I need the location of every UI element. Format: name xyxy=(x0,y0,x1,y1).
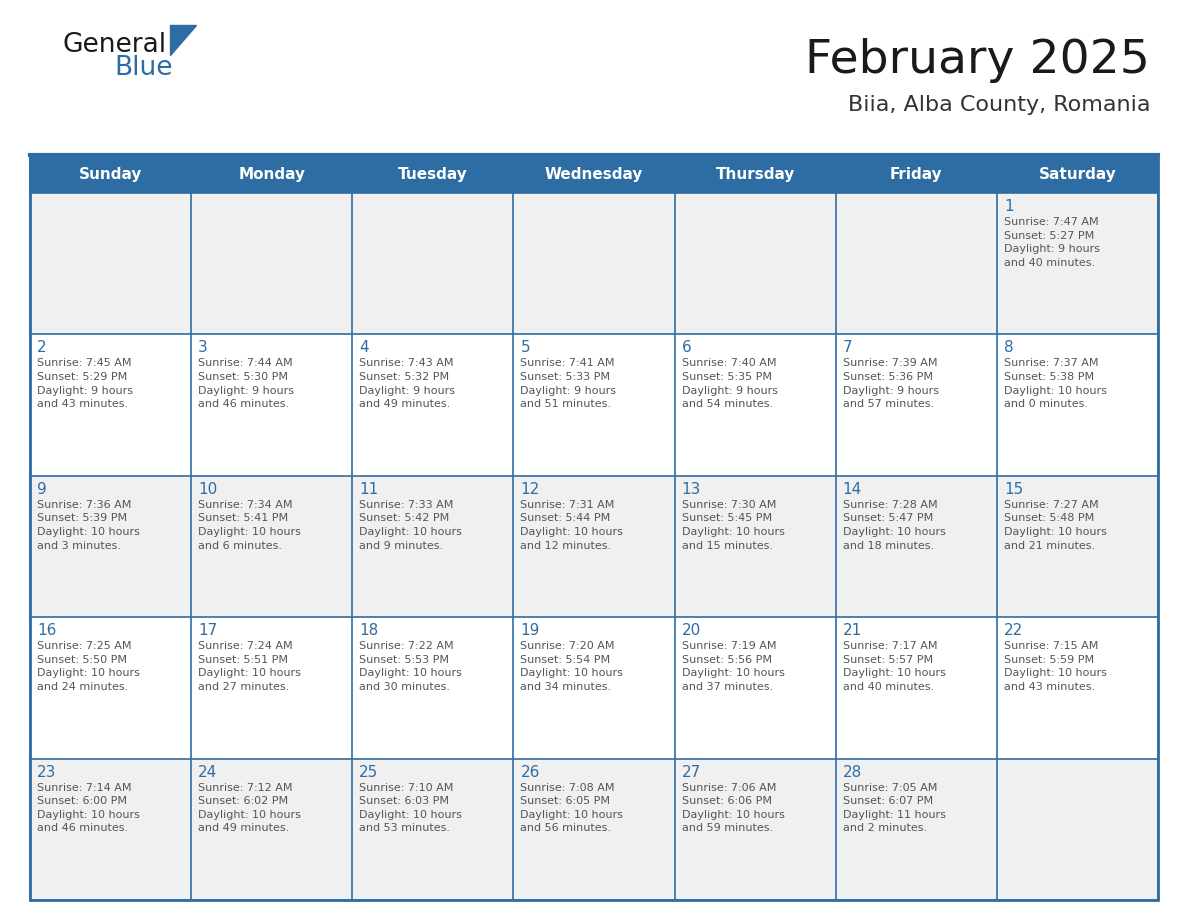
Text: Sunrise: 7:15 AM
Sunset: 5:59 PM
Daylight: 10 hours
and 43 minutes.: Sunrise: 7:15 AM Sunset: 5:59 PM Dayligh… xyxy=(1004,641,1107,692)
Polygon shape xyxy=(170,25,196,55)
Text: 17: 17 xyxy=(198,623,217,638)
Text: Sunrise: 7:20 AM
Sunset: 5:54 PM
Daylight: 10 hours
and 34 minutes.: Sunrise: 7:20 AM Sunset: 5:54 PM Dayligh… xyxy=(520,641,624,692)
Text: Sunday: Sunday xyxy=(78,166,143,182)
Text: 28: 28 xyxy=(842,765,862,779)
Text: Sunrise: 7:43 AM
Sunset: 5:32 PM
Daylight: 9 hours
and 49 minutes.: Sunrise: 7:43 AM Sunset: 5:32 PM Dayligh… xyxy=(359,358,455,409)
Bar xyxy=(30,758,1158,900)
Text: 8: 8 xyxy=(1004,341,1013,355)
Bar xyxy=(30,476,1158,617)
Text: Sunrise: 7:39 AM
Sunset: 5:36 PM
Daylight: 9 hours
and 57 minutes.: Sunrise: 7:39 AM Sunset: 5:36 PM Dayligh… xyxy=(842,358,939,409)
Text: 11: 11 xyxy=(359,482,379,497)
Bar xyxy=(30,155,1158,193)
Text: 6: 6 xyxy=(682,341,691,355)
Text: 25: 25 xyxy=(359,765,379,779)
Text: 1: 1 xyxy=(1004,199,1013,214)
Text: Saturday: Saturday xyxy=(1038,166,1117,182)
Text: Sunrise: 7:05 AM
Sunset: 6:07 PM
Daylight: 11 hours
and 2 minutes.: Sunrise: 7:05 AM Sunset: 6:07 PM Dayligh… xyxy=(842,783,946,834)
Text: Sunrise: 7:33 AM
Sunset: 5:42 PM
Daylight: 10 hours
and 9 minutes.: Sunrise: 7:33 AM Sunset: 5:42 PM Dayligh… xyxy=(359,499,462,551)
Text: Sunrise: 7:28 AM
Sunset: 5:47 PM
Daylight: 10 hours
and 18 minutes.: Sunrise: 7:28 AM Sunset: 5:47 PM Dayligh… xyxy=(842,499,946,551)
Text: 2: 2 xyxy=(37,341,46,355)
Text: 27: 27 xyxy=(682,765,701,779)
Text: Tuesday: Tuesday xyxy=(398,166,468,182)
Text: Sunrise: 7:40 AM
Sunset: 5:35 PM
Daylight: 9 hours
and 54 minutes.: Sunrise: 7:40 AM Sunset: 5:35 PM Dayligh… xyxy=(682,358,778,409)
Text: 4: 4 xyxy=(359,341,369,355)
Text: 12: 12 xyxy=(520,482,539,497)
Text: 5: 5 xyxy=(520,341,530,355)
Text: Sunrise: 7:12 AM
Sunset: 6:02 PM
Daylight: 10 hours
and 49 minutes.: Sunrise: 7:12 AM Sunset: 6:02 PM Dayligh… xyxy=(198,783,301,834)
Text: 3: 3 xyxy=(198,341,208,355)
Text: Sunrise: 7:24 AM
Sunset: 5:51 PM
Daylight: 10 hours
and 27 minutes.: Sunrise: 7:24 AM Sunset: 5:51 PM Dayligh… xyxy=(198,641,301,692)
Text: 21: 21 xyxy=(842,623,862,638)
Text: 10: 10 xyxy=(198,482,217,497)
Text: 19: 19 xyxy=(520,623,539,638)
Bar xyxy=(30,617,1158,758)
Text: 14: 14 xyxy=(842,482,862,497)
Text: General: General xyxy=(62,32,166,58)
Text: Sunrise: 7:10 AM
Sunset: 6:03 PM
Daylight: 10 hours
and 53 minutes.: Sunrise: 7:10 AM Sunset: 6:03 PM Dayligh… xyxy=(359,783,462,834)
Text: 18: 18 xyxy=(359,623,379,638)
Text: 20: 20 xyxy=(682,623,701,638)
Text: 23: 23 xyxy=(37,765,56,779)
Text: February 2025: February 2025 xyxy=(805,38,1150,83)
Text: 26: 26 xyxy=(520,765,539,779)
Text: Sunrise: 7:22 AM
Sunset: 5:53 PM
Daylight: 10 hours
and 30 minutes.: Sunrise: 7:22 AM Sunset: 5:53 PM Dayligh… xyxy=(359,641,462,692)
Text: Sunrise: 7:06 AM
Sunset: 6:06 PM
Daylight: 10 hours
and 59 minutes.: Sunrise: 7:06 AM Sunset: 6:06 PM Dayligh… xyxy=(682,783,784,834)
Text: 13: 13 xyxy=(682,482,701,497)
Text: Sunrise: 7:44 AM
Sunset: 5:30 PM
Daylight: 9 hours
and 46 minutes.: Sunrise: 7:44 AM Sunset: 5:30 PM Dayligh… xyxy=(198,358,295,409)
Text: 15: 15 xyxy=(1004,482,1023,497)
Text: 16: 16 xyxy=(37,623,56,638)
Text: Thursday: Thursday xyxy=(715,166,795,182)
Text: Biia, Alba County, Romania: Biia, Alba County, Romania xyxy=(847,95,1150,115)
Text: Sunrise: 7:17 AM
Sunset: 5:57 PM
Daylight: 10 hours
and 40 minutes.: Sunrise: 7:17 AM Sunset: 5:57 PM Dayligh… xyxy=(842,641,946,692)
Text: Sunrise: 7:37 AM
Sunset: 5:38 PM
Daylight: 10 hours
and 0 minutes.: Sunrise: 7:37 AM Sunset: 5:38 PM Dayligh… xyxy=(1004,358,1107,409)
Text: 7: 7 xyxy=(842,341,852,355)
Text: Sunrise: 7:31 AM
Sunset: 5:44 PM
Daylight: 10 hours
and 12 minutes.: Sunrise: 7:31 AM Sunset: 5:44 PM Dayligh… xyxy=(520,499,624,551)
Bar xyxy=(30,334,1158,476)
Text: Sunrise: 7:27 AM
Sunset: 5:48 PM
Daylight: 10 hours
and 21 minutes.: Sunrise: 7:27 AM Sunset: 5:48 PM Dayligh… xyxy=(1004,499,1107,551)
Text: 9: 9 xyxy=(37,482,46,497)
Text: 22: 22 xyxy=(1004,623,1023,638)
Text: Sunrise: 7:34 AM
Sunset: 5:41 PM
Daylight: 10 hours
and 6 minutes.: Sunrise: 7:34 AM Sunset: 5:41 PM Dayligh… xyxy=(198,499,301,551)
Text: Monday: Monday xyxy=(239,166,305,182)
Text: Wednesday: Wednesday xyxy=(545,166,643,182)
Text: 24: 24 xyxy=(198,765,217,779)
Text: Sunrise: 7:47 AM
Sunset: 5:27 PM
Daylight: 9 hours
and 40 minutes.: Sunrise: 7:47 AM Sunset: 5:27 PM Dayligh… xyxy=(1004,217,1100,268)
Bar xyxy=(30,193,1158,334)
Text: Blue: Blue xyxy=(114,55,172,81)
Text: Sunrise: 7:36 AM
Sunset: 5:39 PM
Daylight: 10 hours
and 3 minutes.: Sunrise: 7:36 AM Sunset: 5:39 PM Dayligh… xyxy=(37,499,140,551)
Text: Sunrise: 7:08 AM
Sunset: 6:05 PM
Daylight: 10 hours
and 56 minutes.: Sunrise: 7:08 AM Sunset: 6:05 PM Dayligh… xyxy=(520,783,624,834)
Text: Sunrise: 7:25 AM
Sunset: 5:50 PM
Daylight: 10 hours
and 24 minutes.: Sunrise: 7:25 AM Sunset: 5:50 PM Dayligh… xyxy=(37,641,140,692)
Text: Friday: Friday xyxy=(890,166,942,182)
Text: Sunrise: 7:41 AM
Sunset: 5:33 PM
Daylight: 9 hours
and 51 minutes.: Sunrise: 7:41 AM Sunset: 5:33 PM Dayligh… xyxy=(520,358,617,409)
Bar xyxy=(30,155,1158,900)
Text: Sunrise: 7:45 AM
Sunset: 5:29 PM
Daylight: 9 hours
and 43 minutes.: Sunrise: 7:45 AM Sunset: 5:29 PM Dayligh… xyxy=(37,358,133,409)
Text: Sunrise: 7:19 AM
Sunset: 5:56 PM
Daylight: 10 hours
and 37 minutes.: Sunrise: 7:19 AM Sunset: 5:56 PM Dayligh… xyxy=(682,641,784,692)
Text: Sunrise: 7:14 AM
Sunset: 6:00 PM
Daylight: 10 hours
and 46 minutes.: Sunrise: 7:14 AM Sunset: 6:00 PM Dayligh… xyxy=(37,783,140,834)
Text: Sunrise: 7:30 AM
Sunset: 5:45 PM
Daylight: 10 hours
and 15 minutes.: Sunrise: 7:30 AM Sunset: 5:45 PM Dayligh… xyxy=(682,499,784,551)
